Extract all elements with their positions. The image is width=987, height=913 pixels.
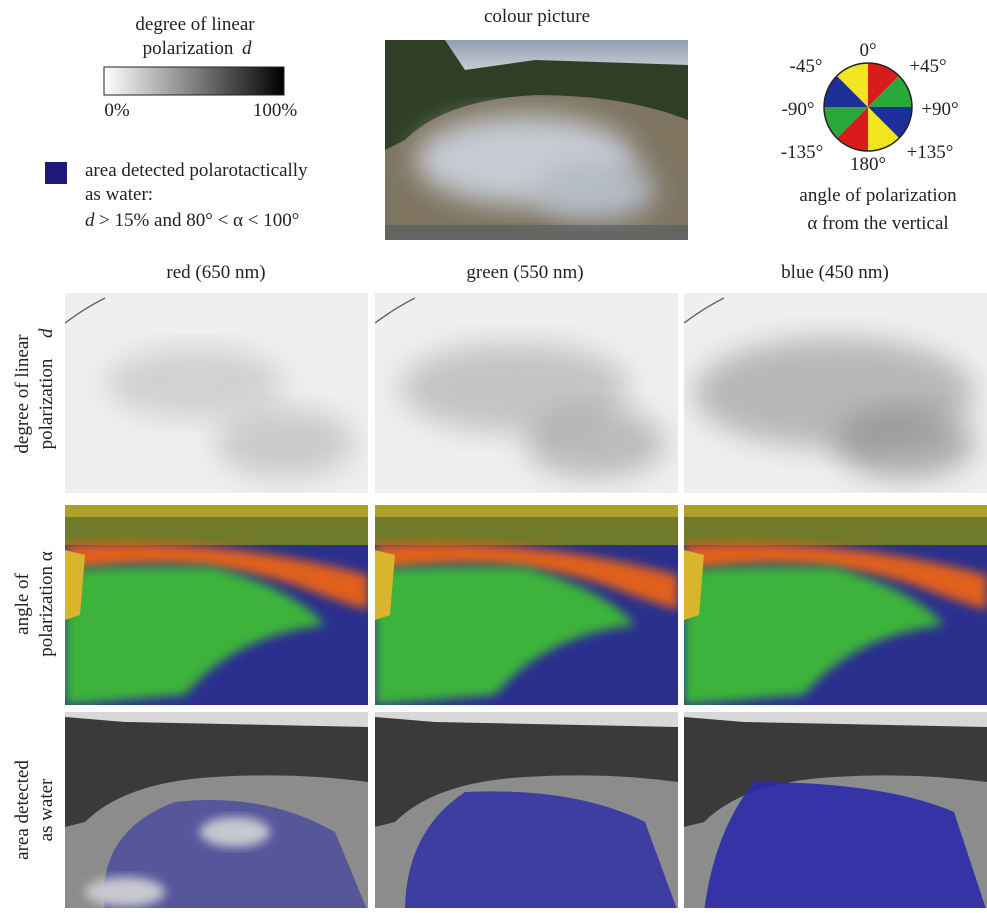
water-legend-cond: > 15% and 80° < α < 100° [99,210,299,231]
angle-label: +90° [921,99,958,120]
wheel-caption: angle of polarization [799,185,957,206]
legend-min: 0% [104,100,130,121]
legend-max: 100% [253,100,298,121]
column-header: blue (450 nm) [781,262,889,283]
angle-wheel [823,62,913,152]
image-panel [375,712,678,912]
image-panel [684,505,987,705]
image-panel [375,293,678,493]
angle-label: 180° [850,154,886,175]
gradient-bar [103,66,285,96]
angle-label: -90° [782,99,815,120]
water-legend-var: d [85,210,95,231]
legend-title: degree of linear [135,14,255,35]
angle-label: -135° [781,142,823,163]
legend-var: d [242,38,252,59]
column-header: green (550 nm) [466,262,583,283]
row-label: as water [36,778,57,841]
wheel-caption: α from the vertical [807,213,948,234]
row-label: area detected [12,760,33,860]
water-legend: as water: [85,184,153,205]
colour-title: colour picture [484,6,590,27]
legend-title: polarization [143,38,234,59]
image-panel [375,505,678,705]
row-label: polarization [36,358,57,449]
angle-label: -45° [790,56,823,77]
colour-photo [385,40,688,240]
row-label: degree of linear [12,334,33,454]
image-panel [684,293,987,493]
row-label: angle of [12,572,33,634]
panel-grid [65,293,987,912]
angle-label: +135° [907,142,954,163]
water-legend: area detected polarotactically [85,160,308,181]
row-label: polarization α [36,551,57,656]
image-panel [684,712,987,912]
water-swatch [45,162,67,184]
row-label-var: d [36,328,57,338]
column-header: red (650 nm) [166,262,265,283]
angle-label: 0° [859,40,876,61]
image-panel [65,712,368,912]
image-panel [65,505,368,705]
image-panel [65,293,368,493]
angle-label: +45° [909,56,946,77]
